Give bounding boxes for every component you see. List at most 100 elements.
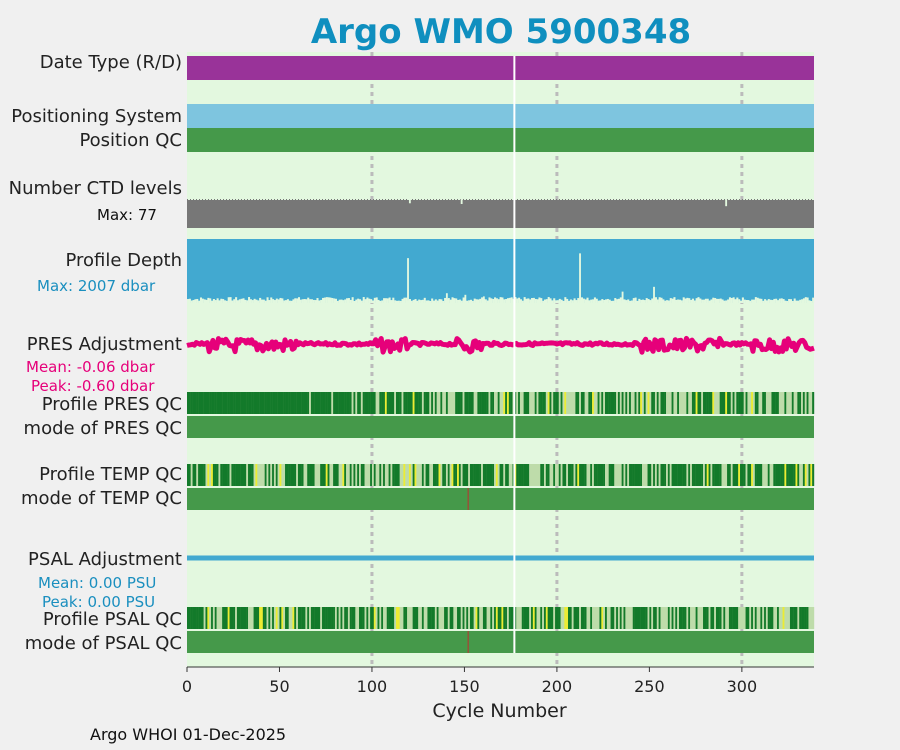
depth-edge-287 (717, 298, 720, 303)
depth-edge-270 (686, 297, 689, 303)
profile-pres-qc-cycle-184 (527, 392, 530, 414)
depth-edge-317 (773, 298, 776, 303)
depth-edge-230 (612, 300, 615, 303)
psal-adjustment-mean: Mean: 0.00 PSU (38, 574, 157, 592)
profile-pres-qc-cycle-11 (207, 392, 210, 414)
profile-psal-qc-cycle-123 (414, 607, 417, 629)
profile-temp-qc-cycle-47 (273, 464, 276, 486)
depth-edge-75 (325, 297, 328, 303)
depth-edge-330 (797, 300, 800, 303)
depth-edge-73 (322, 297, 325, 303)
profile-psal-qc-cycle-32 (246, 607, 249, 629)
profile-temp-qc-cycle-200 (556, 464, 559, 486)
profile-temp-qc-cycle-21 (225, 464, 228, 486)
depth-edge-123 (414, 299, 417, 303)
profile-psal-qc-cycle-24 (231, 607, 234, 629)
profile-psal-qc-cycle-209 (573, 607, 576, 629)
profile-temp-qc-cycle-202 (560, 464, 563, 486)
profile-pres-qc-cycle-41 (262, 392, 265, 414)
depth-edge-338 (812, 297, 815, 303)
profile-pres-qc-cycle-51 (281, 392, 284, 414)
profile-psal-qc-cycle-162 (486, 607, 489, 629)
depth-edge-297 (736, 297, 739, 303)
profile-psal-qc-cycle-30 (242, 607, 245, 629)
depth-edge-242 (634, 297, 637, 303)
profile-temp-qc-cycle-218 (590, 464, 593, 486)
depth-edge-253 (654, 297, 657, 303)
profile-pres-qc-cycle-175 (510, 392, 513, 414)
profile-temp-qc-cycle-203 (562, 464, 565, 486)
profile-pres-qc-cycle-157 (477, 392, 480, 414)
profile-psal-qc-cycle-280 (704, 607, 707, 629)
depth-edge-85 (344, 299, 347, 303)
depth-edge-301 (743, 299, 746, 303)
depth-edge-314 (767, 299, 770, 303)
profile-psal-qc-cycle-308 (756, 607, 759, 629)
profile-temp-qc-cycle-32 (246, 464, 249, 486)
depth-edge-329 (795, 300, 798, 303)
depth-edge-147 (458, 299, 461, 303)
profile-temp-qc-cycle-210 (575, 464, 578, 486)
depth-edge-241 (632, 298, 635, 303)
depth-edge-166 (494, 297, 497, 303)
profile-temp-qc-cycle-64 (305, 464, 308, 486)
profile-pres-qc-cycle-201 (558, 392, 561, 414)
profile-pres-qc-cycle-76 (327, 392, 330, 414)
profile-psal-qc-cycle-101 (373, 607, 376, 629)
depth-edge-77 (329, 297, 332, 303)
depth-edge-256 (660, 297, 663, 303)
profile-temp-qc-cycle-182 (523, 464, 526, 486)
profile-pres-qc-cycle-173 (506, 392, 510, 414)
profile-temp-qc-cycle-249 (647, 464, 650, 486)
profile-pres-qc-cycle-142 (449, 392, 452, 414)
profile-psal-qc-cycle-137 (440, 607, 443, 629)
profile-temp-qc-cycle-127 (421, 464, 424, 486)
profile-psal-qc-cycle-223 (599, 607, 602, 629)
profile-pres-qc-cycle-94 (360, 392, 363, 414)
depth-edge-336 (808, 300, 811, 303)
profile-pres-qc-cycle-220 (593, 392, 596, 414)
profile-pres-qc-cycle-244 (638, 392, 641, 414)
profile-pres-qc-cycle-222 (597, 392, 600, 414)
profile-temp-qc-cycle-22 (227, 464, 230, 486)
profile-pres-qc-cycle-79 (333, 392, 336, 414)
profile-temp-qc-cycle-48 (275, 464, 278, 486)
depth-edge-55 (288, 300, 291, 303)
depth-edge-124 (416, 300, 419, 303)
profile-psal-qc-cycle-196 (549, 607, 552, 629)
profile-pres-qc-cycle-266 (678, 392, 682, 414)
profile-pres-qc-cycle-99 (370, 392, 373, 414)
profile-temp-qc-cycle-156 (475, 464, 478, 486)
profile-pres-qc-cycle-338 (812, 392, 815, 414)
profile-psal-qc-cycle-67 (310, 607, 313, 629)
profile-temp-qc-cycle-243 (636, 464, 639, 486)
depth-edge-221 (595, 298, 598, 303)
profile-temp-qc-cycle-224 (601, 464, 604, 486)
profile-temp-qc-cycle-206 (568, 464, 571, 486)
profile-psal-qc-cycle-288 (719, 607, 722, 629)
profile-temp-qc-cycle-142 (449, 464, 452, 486)
profile-pres-qc-cycle-300 (741, 392, 744, 414)
profile-temp-qc-cycle-199 (555, 464, 558, 486)
profile-temp-qc-cycle-13 (211, 464, 214, 486)
profile-psal-qc-cycle-202 (560, 607, 563, 629)
profile-temp-qc-cycle-120 (408, 464, 411, 486)
mode-pres-qc-bar (187, 416, 814, 438)
depth-edge-247 (643, 300, 646, 303)
depth-edge-316 (771, 300, 774, 303)
profile-temp-qc-cycle-187 (532, 464, 535, 486)
depth-edge-302 (745, 300, 748, 303)
depth-edge-157 (477, 299, 480, 303)
profile-temp-qc-cycle-281 (706, 464, 709, 486)
depth-edge-187 (532, 297, 535, 303)
profile-temp-qc-cycle-139 (444, 464, 447, 486)
profile-temp-qc-cycle-192 (542, 464, 545, 486)
profile-pres-qc-cycle-60 (297, 392, 301, 414)
depth-edge-18 (220, 298, 223, 303)
profile-temp-qc-cycle-216 (586, 464, 589, 486)
profile-pres-qc-cycle-204 (564, 392, 567, 414)
profile-temp-qc-cycle-323 (784, 464, 787, 486)
profile-pres-qc-cycle-212 (579, 392, 582, 414)
profile-psal-qc-cycle-95 (362, 607, 365, 629)
depth-edge-106 (383, 298, 386, 303)
